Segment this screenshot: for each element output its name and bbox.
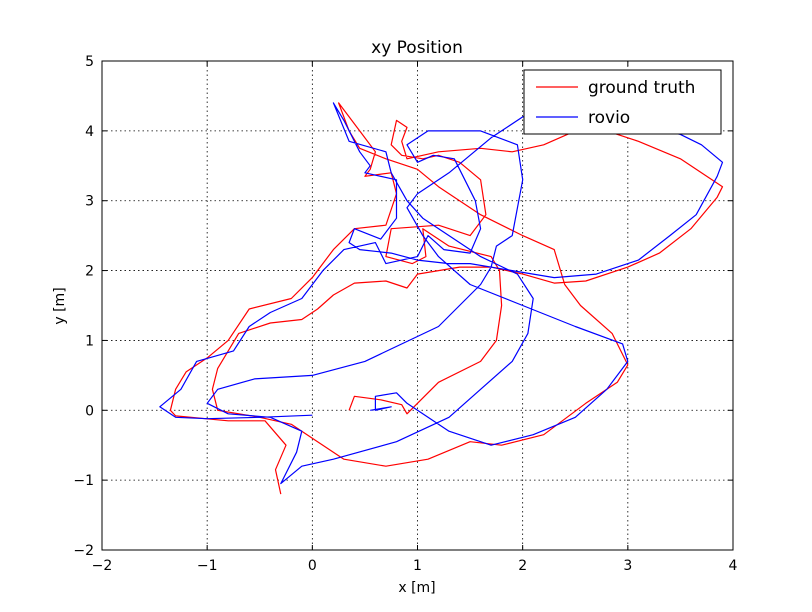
x-tick-label: 1 (413, 558, 422, 574)
x-tick-label: −2 (92, 558, 113, 574)
series-line-rovio (159, 102, 724, 485)
x-axis-label: x [m] (398, 580, 435, 596)
y-tick-label: 4 (85, 124, 94, 140)
y-tick-label: −2 (73, 543, 94, 559)
y-tick-label: −1 (73, 473, 94, 489)
chart-title: xy Position (371, 38, 463, 58)
y-tick-label: 5 (85, 54, 94, 70)
y-tick-label: 2 (85, 264, 94, 280)
series-layer (159, 102, 724, 495)
legend-box (523, 69, 722, 135)
x-tick-label: −1 (197, 558, 218, 574)
x-tick-label: 3 (623, 558, 632, 574)
ticks: −2 −1 0 1 2 3 4 −2 −1 0 1 2 3 4 5 (73, 54, 737, 574)
x-tick-label: 0 (308, 558, 317, 574)
y-tick-label: 0 (85, 403, 94, 419)
x-tick-label: 4 (729, 558, 738, 574)
legend-label-rovio: rovio (588, 108, 630, 128)
y-tick-label: 3 (85, 194, 94, 210)
x-tick-label: 2 (518, 558, 527, 574)
legend: ground truth rovio (523, 69, 722, 135)
y-tick-label: 1 (85, 333, 94, 349)
legend-label-ground-truth: ground truth (588, 78, 695, 98)
y-axis-label: y [m] (52, 287, 68, 324)
